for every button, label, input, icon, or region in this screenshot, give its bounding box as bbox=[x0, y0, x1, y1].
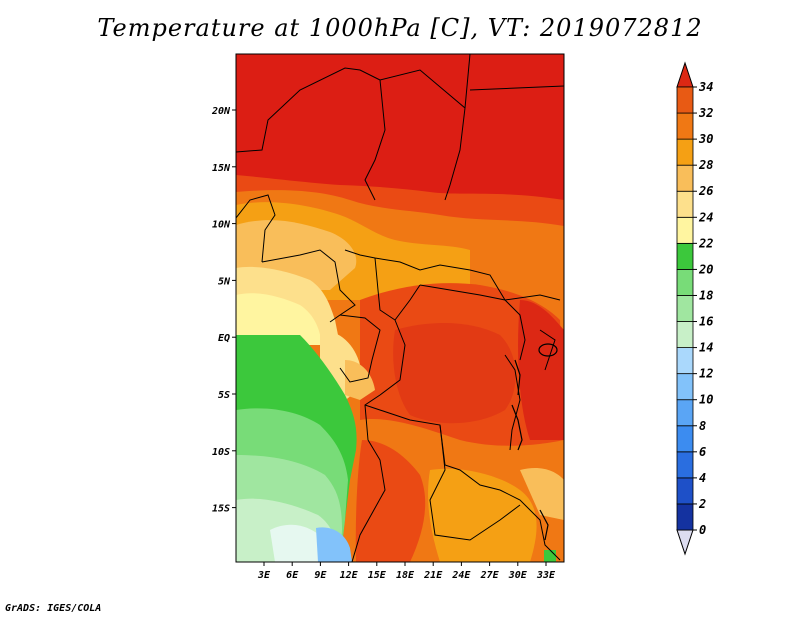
colorbar-box bbox=[676, 190, 694, 218]
lon-label: 18E bbox=[396, 570, 415, 581]
colorbar-label: 0 bbox=[699, 523, 706, 537]
lat-label: EQ bbox=[218, 333, 230, 344]
temperature-field bbox=[236, 54, 564, 562]
colorbar-label: 22 bbox=[698, 236, 713, 250]
colorbar-label: 18 bbox=[699, 288, 713, 302]
colorbar-box bbox=[676, 347, 694, 375]
colorbar-label: 2 bbox=[698, 497, 706, 511]
colorbar-label: 32 bbox=[698, 106, 713, 120]
lat-label: 5N bbox=[218, 276, 231, 287]
colorbar-box bbox=[676, 269, 694, 296]
colorbar-label: 28 bbox=[698, 158, 713, 172]
colorbar-box bbox=[676, 112, 694, 140]
lon-label: 21E bbox=[423, 570, 443, 581]
lon-label: 6E bbox=[286, 570, 299, 581]
colorbar-label: 16 bbox=[699, 315, 713, 329]
colorbar-label: 26 bbox=[698, 184, 713, 198]
colorbar-box bbox=[676, 399, 694, 427]
colorbar-box bbox=[676, 295, 694, 322]
colorbar-label: 10 bbox=[699, 393, 713, 407]
colorbar-label: 20 bbox=[698, 262, 713, 276]
lon-label: 24E bbox=[451, 570, 471, 581]
colorbar-box bbox=[676, 503, 694, 531]
lon-label: 15E bbox=[368, 570, 387, 581]
colorbar-box bbox=[676, 138, 694, 166]
colorbar-box bbox=[676, 425, 694, 453]
colorbar-label: 4 bbox=[699, 471, 706, 485]
lat-label: 5S bbox=[218, 390, 230, 401]
chart-title: Temperature at 1000hPa [C], VT: 20190728… bbox=[97, 14, 703, 42]
lon-label: 12E bbox=[340, 570, 359, 581]
plot-frame bbox=[235, 53, 565, 563]
colorbar-label: 24 bbox=[698, 210, 713, 224]
grads-credit: GrADS: IGES/COLA bbox=[5, 603, 102, 614]
colorbar-label: 6 bbox=[699, 445, 706, 459]
colorbar-label: 30 bbox=[698, 132, 713, 146]
lon-label: 9E bbox=[314, 570, 327, 581]
lon-label: 30E bbox=[508, 570, 528, 581]
lat-label: 10N bbox=[212, 220, 231, 231]
colorbar-label: 14 bbox=[699, 341, 713, 355]
lon-label: 3E bbox=[257, 570, 271, 581]
colorbar-box bbox=[676, 86, 694, 114]
colorbar-box bbox=[676, 216, 694, 244]
colorbar-box bbox=[676, 321, 694, 348]
colorbar-box bbox=[676, 164, 694, 192]
colorbar-box bbox=[676, 477, 694, 505]
colorbar-box bbox=[676, 242, 694, 270]
colorbar-box bbox=[676, 451, 694, 479]
colorbar-box bbox=[676, 373, 694, 401]
country-borders bbox=[236, 54, 564, 562]
lat-label: 10S bbox=[212, 447, 230, 458]
lon-label: 27E bbox=[480, 570, 500, 581]
lon-label: 33E bbox=[536, 570, 556, 581]
colorbar-high-triangle bbox=[676, 61, 694, 88]
colorbar-label: 8 bbox=[699, 419, 706, 433]
longitude-axis: 3E 6E 9E 12E 15E 18E 21E 24E 27E 30E 33E bbox=[257, 562, 556, 581]
lat-label: 15S bbox=[212, 504, 230, 515]
colorbar-low-triangle bbox=[676, 529, 694, 556]
lat-label: 20N bbox=[211, 106, 231, 117]
colorbar-label: 12 bbox=[699, 367, 713, 381]
lakes bbox=[511, 343, 558, 541]
lat-label: 15N bbox=[212, 163, 231, 174]
colorbar-label: 34 bbox=[698, 80, 713, 94]
latitude-axis: 20N 15N 10N 5N EQ 5S 10S 15S bbox=[211, 106, 236, 515]
